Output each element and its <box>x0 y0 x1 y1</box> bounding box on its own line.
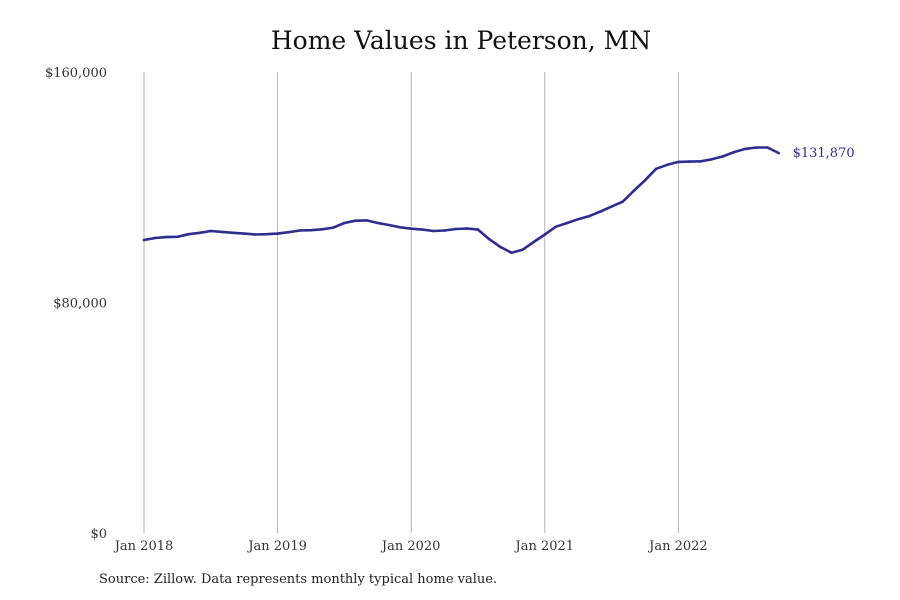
data-point <box>242 232 246 235</box>
data-point <box>565 221 569 225</box>
x-tick-label: Jan 2020 <box>380 539 441 554</box>
data-point <box>142 238 146 242</box>
data-point <box>287 230 291 234</box>
data-point <box>777 151 780 155</box>
data-point <box>320 228 324 231</box>
data-point <box>732 150 736 154</box>
data-point <box>387 223 391 227</box>
data-point <box>276 232 279 235</box>
data-point <box>643 179 647 182</box>
data-point <box>198 231 201 235</box>
data-point <box>187 232 190 236</box>
y-tick-label: $80,000 <box>53 297 107 312</box>
data-point <box>309 228 313 232</box>
data-point <box>421 228 424 231</box>
data-point <box>376 221 380 225</box>
data-point <box>231 231 235 235</box>
data-point <box>298 229 302 232</box>
data-point <box>766 146 769 149</box>
data-point <box>220 230 224 234</box>
x-tick-label: Jan 2018 <box>113 539 174 554</box>
x-tick-label: Jan 2019 <box>246 539 307 554</box>
end-value-label: $131,870 <box>793 146 855 161</box>
data-point <box>543 233 547 236</box>
data-point <box>532 240 535 244</box>
series-line <box>142 146 780 254</box>
chart-title: Home Values in Peterson, MN <box>270 26 652 55</box>
data-point <box>443 229 446 232</box>
data-point <box>487 237 491 241</box>
data-point <box>588 214 591 218</box>
data-point <box>331 226 335 229</box>
data-point <box>599 210 602 213</box>
data-point <box>699 160 702 163</box>
data-point <box>365 219 368 222</box>
data-point <box>576 217 580 221</box>
data-point <box>153 236 157 240</box>
y-axis: $0 $80,000 $160,000 <box>45 66 107 542</box>
data-point <box>409 227 413 231</box>
data-point <box>755 146 758 149</box>
data-point <box>621 200 625 203</box>
data-point <box>665 163 669 167</box>
data-point <box>254 233 257 236</box>
data-point <box>343 221 346 225</box>
x-axis: Jan 2018 Jan 2019 Jan 2020 Jan 2021 Jan 2022 <box>113 539 708 554</box>
data-point <box>510 251 513 254</box>
data-point <box>176 235 179 239</box>
data-point <box>465 227 469 230</box>
data-point <box>498 245 502 249</box>
data-point <box>521 248 524 252</box>
data-point <box>432 229 435 233</box>
x-tick-label: Jan 2022 <box>647 539 708 554</box>
data-point <box>476 228 480 231</box>
data-point <box>721 155 725 158</box>
data-points <box>142 146 780 254</box>
y-tick-label: $0 <box>90 527 107 542</box>
data-point <box>554 225 558 229</box>
source-note: Source: Zillow. Data represents monthly … <box>99 572 498 587</box>
data-point <box>632 189 636 193</box>
data-point <box>654 167 658 171</box>
data-point <box>710 158 714 161</box>
data-point <box>398 225 402 229</box>
data-point <box>610 205 613 208</box>
data-point <box>209 229 213 233</box>
data-point <box>354 219 357 222</box>
y-tick-label: $160,000 <box>45 66 107 81</box>
data-point <box>454 227 458 231</box>
data-point <box>688 160 691 163</box>
grid-lines <box>143 72 679 533</box>
data-point <box>164 235 168 239</box>
data-point <box>677 160 680 164</box>
data-point <box>743 147 747 151</box>
x-tick-label: Jan 2021 <box>514 539 575 554</box>
data-point <box>265 232 268 236</box>
